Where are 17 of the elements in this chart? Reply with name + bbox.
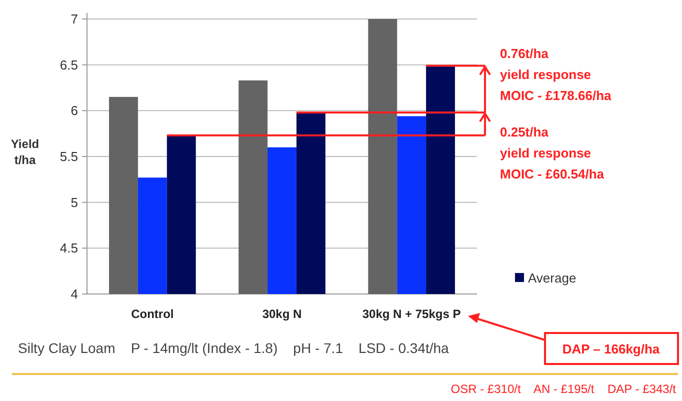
text: Silty Clay Loam P - 14mg/lt (Index - 1.8) pH - 7.1 LSD - 0.34t/ha: [18, 340, 450, 356]
y-tick-label: 5: [70, 194, 78, 210]
y-tick-label: 6: [70, 103, 78, 118]
text: DAP – 166kg/ha: [562, 342, 660, 357]
legend-label: Average: [528, 270, 576, 286]
text: OSR - £310/t AN - £195/t DAP - £343/t: [450, 382, 677, 396]
x-tick-label: Control: [131, 307, 174, 321]
y-tick-label: 4.5: [60, 240, 78, 256]
y-tick-label: 4: [70, 286, 78, 302]
text: 0.25t/ha yield response MOIC - £60.54/ha: [500, 124, 605, 182]
x-tick-label: 30kg N: [262, 307, 302, 321]
y-axis-title: Yield t/ha: [10, 137, 40, 167]
y-tick-label: 5.5: [60, 149, 78, 164]
y-tick-label: 6.5: [60, 57, 78, 72]
x-tick-label: 30kg N + 75kgs P: [362, 307, 461, 321]
text: 0.76t/ha yield response MOIC - £178.66/ha: [500, 46, 612, 103]
y-tick-label: 7: [70, 12, 78, 27]
